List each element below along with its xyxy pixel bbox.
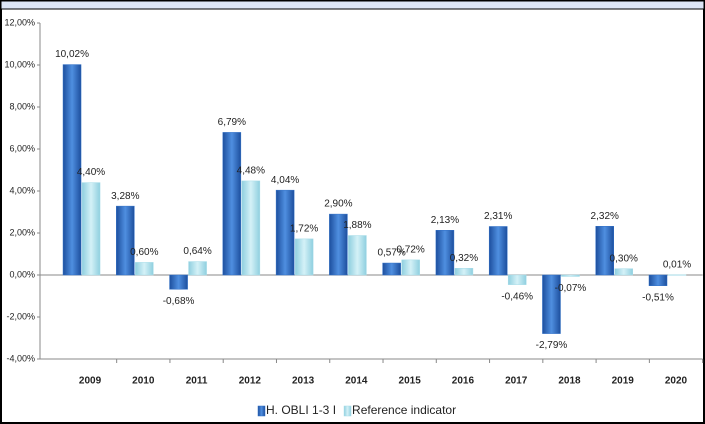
- x-tick-label: 2020: [665, 376, 688, 387]
- bar: [116, 205, 135, 276]
- legend-marker: [343, 405, 352, 417]
- value-label: 0,60%: [130, 247, 158, 258]
- bar: [561, 274, 580, 277]
- value-label: -0,46%: [501, 291, 533, 302]
- bar: [169, 274, 188, 290]
- value-label: 10,02%: [55, 49, 89, 60]
- bar: [507, 274, 527, 285]
- bar: [135, 262, 154, 276]
- x-tick-label: 2012: [239, 376, 262, 387]
- value-label: 0,57%: [377, 248, 405, 259]
- value-label: -0,07%: [555, 283, 587, 294]
- x-tick-label: 2013: [292, 376, 315, 387]
- value-label: 2,32%: [591, 211, 619, 222]
- y-tick-label: 2,00%: [9, 227, 35, 237]
- bar: [488, 226, 508, 276]
- bar: [275, 189, 295, 276]
- bar: [401, 259, 420, 276]
- bar: [382, 262, 401, 276]
- y-tick-label: 12,00%: [4, 17, 35, 27]
- bar: [614, 268, 633, 276]
- bar: [241, 180, 261, 276]
- value-label: -0,68%: [163, 296, 195, 307]
- x-tick-label: 2019: [612, 376, 635, 387]
- legend-label: Reference indicator: [352, 403, 456, 417]
- bar: [667, 274, 687, 276]
- value-label: 3,28%: [111, 191, 139, 202]
- value-label: 0,32%: [450, 253, 478, 264]
- x-tick-label: 2011: [186, 376, 208, 387]
- value-label: 0,01%: [663, 259, 691, 270]
- value-label: 0,72%: [396, 245, 424, 256]
- x-tick-label: 2017: [505, 376, 528, 387]
- value-label: -2,79%: [536, 340, 568, 351]
- bar: [294, 238, 314, 276]
- y-tick-label: 0,00%: [9, 269, 35, 279]
- bar: [542, 274, 561, 334]
- bar: [188, 261, 207, 276]
- y-tick-label: 10,00%: [4, 59, 35, 69]
- bar: [348, 235, 367, 276]
- bar: [81, 182, 101, 276]
- header-band: [0, 0, 705, 10]
- x-tick-label: 2014: [345, 376, 368, 387]
- x-tick-label: 2010: [132, 376, 155, 387]
- y-tick-label: 8,00%: [9, 101, 35, 111]
- bar: [62, 64, 82, 276]
- value-label: 1,88%: [343, 220, 371, 231]
- y-tick-label: -4,00%: [6, 353, 35, 363]
- bar: [222, 132, 242, 276]
- y-tick-label: 6,00%: [9, 143, 35, 153]
- value-label: 2,31%: [484, 211, 512, 222]
- bar: [435, 230, 455, 276]
- value-label: 2,90%: [324, 199, 352, 210]
- legend-label: H. OBLI 1-3 I: [266, 403, 336, 417]
- bar: [454, 268, 474, 276]
- value-label: 0,30%: [610, 253, 638, 264]
- value-label: 4,48%: [237, 166, 265, 177]
- value-label: 6,79%: [218, 117, 246, 128]
- value-label: 4,04%: [271, 175, 299, 186]
- bar: [648, 274, 668, 286]
- x-tick-label: 2009: [79, 376, 102, 387]
- y-tick-label: 4,00%: [9, 185, 35, 195]
- value-label: 1,72%: [290, 224, 318, 235]
- value-label: -0,51%: [642, 292, 674, 303]
- x-tick-label: 2018: [558, 376, 581, 387]
- value-label: 0,64%: [183, 246, 211, 257]
- value-label: 2,13%: [431, 215, 459, 226]
- x-tick-label: 2016: [452, 376, 475, 387]
- value-label: 4,40%: [77, 167, 105, 178]
- legend-marker: [257, 405, 266, 417]
- y-tick-label: -2,00%: [6, 311, 35, 321]
- x-tick-label: 2015: [399, 376, 422, 387]
- bar: [329, 213, 348, 276]
- bar: [595, 226, 614, 276]
